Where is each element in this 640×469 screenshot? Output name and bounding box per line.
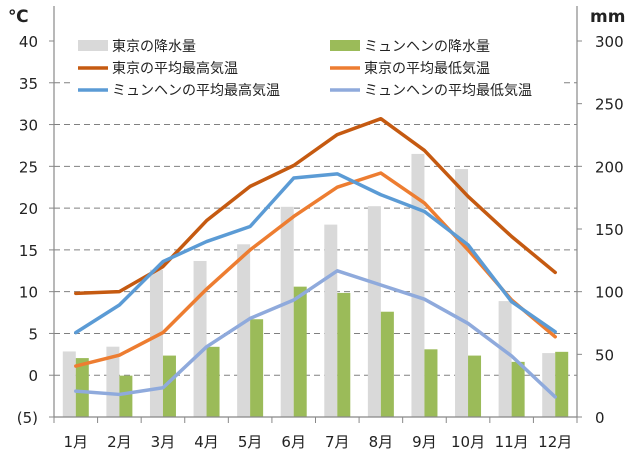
bar-tokyo-precip [237, 244, 251, 417]
bar-tokyo-precip [411, 153, 425, 417]
y-left-tick-label: 35 [19, 75, 38, 93]
legend-swatch [330, 40, 360, 51]
left-unit-label: ℃ [8, 7, 29, 27]
bar-munich-precip [337, 292, 351, 417]
bar-tokyo-precip [106, 346, 120, 417]
y-right-tick-label: 250 [595, 96, 624, 114]
bar-munich-precip [75, 358, 89, 417]
y-left-tick-label: (5) [17, 409, 38, 427]
x-tick-label: 6月 [281, 433, 306, 451]
y-left-tick-label: 10 [19, 284, 38, 302]
legend-label: ミュンヘンの平均最高気温 [112, 82, 280, 99]
bar-tokyo-precip [455, 169, 469, 417]
x-tick-label: 11月 [495, 433, 529, 451]
y-right-tick-label: 0 [595, 409, 605, 427]
right-unit-label: mm [590, 7, 625, 27]
bar-munich-precip [206, 346, 220, 417]
y-left-tick-label: 5 [28, 325, 38, 343]
bar-tokyo-precip [367, 206, 381, 417]
bar-munich-precip [250, 319, 264, 417]
bar-tokyo-precip [324, 224, 338, 417]
bar-munich-precip [468, 355, 482, 417]
x-tick-label: 2月 [107, 433, 132, 451]
x-tick-label: 9月 [412, 433, 437, 451]
bar-tokyo-precip [498, 301, 512, 417]
y-right-tick-label: 150 [595, 221, 624, 239]
x-tick-label: 10月 [451, 433, 485, 451]
y-left-tick-label: 20 [19, 200, 38, 218]
x-tick-label: 3月 [151, 433, 176, 451]
y-right-tick-label: 300 [595, 33, 624, 51]
bar-munich-precip [119, 375, 133, 417]
series-line-1 [74, 171, 557, 368]
bar-munich-precip [380, 311, 394, 417]
y-left-tick-label: 0 [28, 367, 38, 385]
legend-label: 東京の平均最低気温 [364, 61, 490, 77]
bar-tokyo-precip [280, 206, 294, 417]
y-left-tick-label: 40 [19, 33, 38, 51]
bar-munich-precip [424, 349, 438, 417]
legend-swatch [78, 40, 108, 51]
x-tick-label: 8月 [369, 433, 394, 451]
bar-munich-precip [511, 361, 525, 417]
bar-munich-precip [293, 286, 307, 417]
series-line-3 [74, 269, 557, 399]
bar-tokyo-precip [149, 269, 163, 417]
y-left-tick-label: 30 [19, 117, 38, 135]
legend-label: ミュンヘンの平均最低気温 [364, 83, 532, 99]
bar-tokyo-precip [193, 260, 207, 417]
y-left-tick-label: 15 [19, 242, 38, 260]
y-left-tick-label: 25 [19, 158, 38, 176]
legend-label: ミュンヘンの降水量 [364, 39, 490, 55]
y-right-tick-label: 50 [595, 346, 614, 364]
x-tick-label: 7月 [325, 433, 350, 451]
bar-munich-precip [162, 355, 176, 417]
series-line-2 [74, 172, 557, 335]
x-tick-label: 12月 [538, 433, 572, 451]
x-tick-label: 1月 [64, 433, 89, 451]
legend-label: 東京の平均最高気温 [112, 60, 238, 77]
legend-background [70, 34, 560, 102]
bar-tokyo-precip [62, 351, 76, 417]
y-right-tick-label: 200 [595, 158, 624, 176]
legend-label: 東京の降水量 [112, 39, 196, 55]
bar-munich-precip [555, 351, 569, 417]
y-right-tick-label: 100 [595, 284, 624, 302]
x-tick-label: 5月 [238, 433, 263, 451]
x-tick-label: 4月 [194, 433, 219, 451]
bar-tokyo-precip [542, 353, 556, 417]
